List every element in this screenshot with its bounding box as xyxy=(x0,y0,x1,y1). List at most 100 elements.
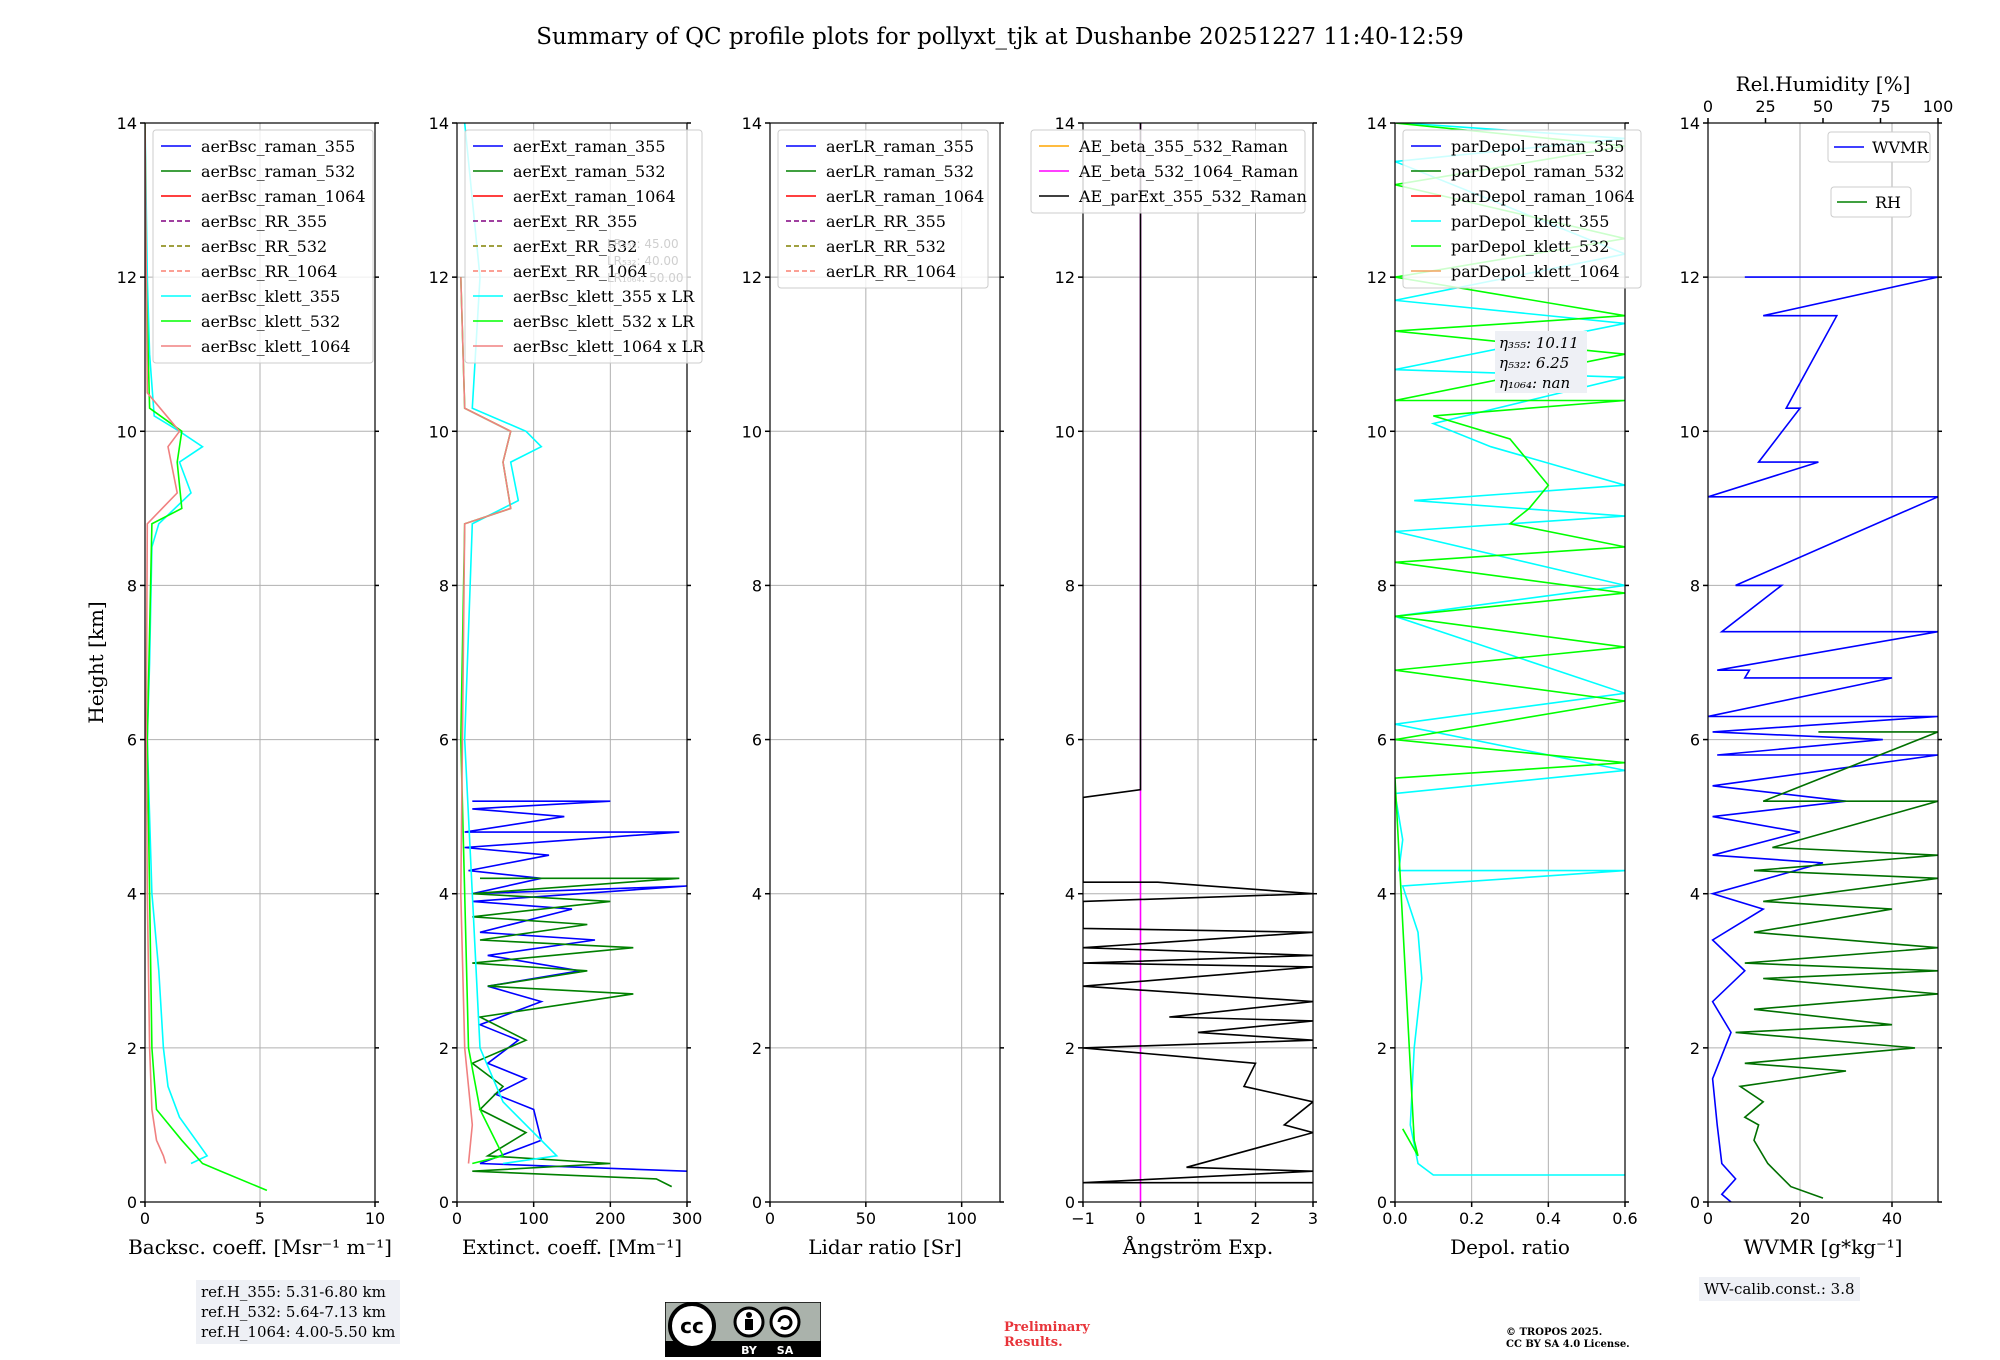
preliminary-results-note: Preliminary Results. xyxy=(1004,1320,1090,1350)
eta-label: η₁₀₆₄: nan xyxy=(1499,374,1570,392)
y-tick-label: 4 xyxy=(1690,885,1700,904)
legend-label: aerLR_RR_532 xyxy=(826,237,946,256)
reference-height-box: ref.H_355: 5.31-6.80 km ref.H_532: 5.64-… xyxy=(196,1280,401,1344)
x-tick-label: 2 xyxy=(1250,1209,1260,1228)
series-group xyxy=(145,123,268,1192)
panel-5: 0 2 4 6 8 10 12 14 0.0 0.2 0.4 0.6 Depol. ratio parDe… xyxy=(1367,114,1642,1259)
legend-label: aerExt_RR_532 xyxy=(513,237,637,256)
x-tick-label: 5 xyxy=(255,1209,265,1228)
legend-label: parDepol_raman_355 xyxy=(1451,137,1624,156)
y-tick-label: 12 xyxy=(117,268,137,287)
x2-tick-label: 75 xyxy=(1870,97,1890,116)
y-tick-label: 0 xyxy=(752,1193,762,1212)
legend-label: parDepol_klett_1064 xyxy=(1451,262,1620,281)
x-axis-label: WVMR [g*kg⁻¹] xyxy=(1744,1235,1903,1259)
y-tick-label: 10 xyxy=(429,422,449,441)
x-tick-label: 0 xyxy=(765,1209,775,1228)
legend-label: aerBsc_klett_532 xyxy=(201,312,340,331)
legend-label: aerBsc_klett_355 xyxy=(201,287,340,306)
series-aerBsc_klett_1064 x LR xyxy=(459,277,512,1164)
by-label: BY xyxy=(741,1344,758,1357)
legend-label: parDepol_klett_532 xyxy=(1451,237,1609,256)
x-tick-label: 40 xyxy=(1882,1209,1902,1228)
legend-label: aerBsc_klett_532 x LR xyxy=(513,312,695,331)
x2-tick-label: 25 xyxy=(1755,97,1775,116)
y-tick-label: 0 xyxy=(1065,1193,1075,1212)
y-tick-label: 12 xyxy=(1055,268,1075,287)
y-tick-label: 10 xyxy=(1680,422,1700,441)
y-tick-label: 14 xyxy=(1367,114,1387,133)
x-axis-label: Depol. ratio xyxy=(1450,1235,1570,1259)
y-tick-label: 14 xyxy=(1055,114,1075,133)
x-axis-label: Extinct. coeff. [Mm⁻¹] xyxy=(462,1235,682,1259)
x-tick-label: 100 xyxy=(946,1209,977,1228)
series-parDepol_klett_355 xyxy=(1395,123,1625,1176)
legend-label: aerExt_raman_355 xyxy=(513,137,666,156)
y-tick-label: 0 xyxy=(1377,1193,1387,1212)
legend-label: aerBsc_RR_355 xyxy=(201,212,327,231)
series-aerBsc_klett_532 xyxy=(145,123,268,1192)
y-tick-label: 8 xyxy=(1065,576,1075,595)
y-tick-label: 8 xyxy=(1377,576,1387,595)
legend-label: aerBsc_klett_1064 x LR xyxy=(513,337,705,356)
y-tick-label: 10 xyxy=(1367,422,1387,441)
legend-label: aerLR_RR_1064 xyxy=(826,262,956,281)
lidar-ratio-note: LR₃₅₅: 45.00 xyxy=(607,237,679,251)
x-tick-label: 0.2 xyxy=(1459,1209,1484,1228)
x-tick-label: 50 xyxy=(856,1209,876,1228)
plot-frame xyxy=(769,122,1001,1203)
x-tick-label: −1 xyxy=(1071,1209,1095,1228)
x2-tick-label: 100 xyxy=(1923,97,1954,116)
series-aerExt_raman_355 xyxy=(464,800,687,1172)
panel-3: 0 2 4 6 8 10 12 14 0 50 100 Lidar ratio [Sr] aerLR_r… xyxy=(742,114,1004,1259)
y-tick-label: 14 xyxy=(117,114,137,133)
legend-label: parDepol_raman_532 xyxy=(1451,162,1624,181)
legend-box xyxy=(1830,186,1912,218)
eta-label: η₃₅₅: 10.11 xyxy=(1499,334,1579,352)
series-WVMR xyxy=(1708,276,1938,1202)
y-tick-label: 12 xyxy=(1367,268,1387,287)
y-tick-label: 6 xyxy=(752,731,762,750)
y-tick-label: 2 xyxy=(1690,1039,1700,1058)
series-group xyxy=(459,123,687,1188)
copyright-line-1: © TROPOS 2025. xyxy=(1506,1327,1603,1338)
y-tick-label: 12 xyxy=(742,268,762,287)
legend-label: aerBsc_RR_532 xyxy=(201,237,327,256)
y-tick-label: 2 xyxy=(1377,1039,1387,1058)
y-tick-label: 6 xyxy=(1690,731,1700,750)
legend-label: AE_beta_532_1064_Raman xyxy=(1078,162,1298,181)
legend-label: aerLR_raman_1064 xyxy=(826,187,984,206)
y-tick-label: 4 xyxy=(439,885,449,904)
y-tick-label: 10 xyxy=(117,422,137,441)
y-tick-label: 8 xyxy=(439,576,449,595)
legend-label: aerBsc_raman_1064 xyxy=(201,187,366,206)
legend-label: aerBsc_klett_355 x LR xyxy=(513,287,695,306)
ref-height-532: ref.H_532: 5.64-7.13 km xyxy=(201,1303,386,1321)
legend-label: AE_parExt_355_532_Raman xyxy=(1078,187,1307,206)
eta-label: η₅₃₂: 6.25 xyxy=(1499,354,1569,372)
legend-label: aerBsc_RR_1064 xyxy=(201,262,337,281)
x-axis-label: Lidar ratio [Sr] xyxy=(808,1235,962,1259)
x-tick-label: 300 xyxy=(672,1209,703,1228)
cc-circle-icon xyxy=(668,1302,716,1350)
y-tick-label: 0 xyxy=(439,1193,449,1212)
series-aerExt_raman_532 xyxy=(470,877,680,1188)
legend-box xyxy=(1827,131,1931,163)
x2-axis-label: Rel.Humidity [%] xyxy=(1736,72,1911,96)
legend-box xyxy=(464,129,703,364)
legend-label: aerBsc_raman_355 xyxy=(201,137,355,156)
y-tick-label: 6 xyxy=(1377,731,1387,750)
series-parDepol_klett_532 xyxy=(1395,123,1625,1157)
y-tick-label: 6 xyxy=(439,731,449,750)
series-group xyxy=(1083,123,1313,1202)
x-tick-label: 3 xyxy=(1308,1209,1318,1228)
y-axis-label: Height [km] xyxy=(84,601,108,723)
legend-box xyxy=(1030,129,1306,214)
copyright-note: © TROPOS 2025. CC BY SA 4.0 License. xyxy=(1506,1327,1630,1351)
preliminary-line-1: Preliminary xyxy=(1004,1320,1090,1335)
y-tick-label: 10 xyxy=(1055,422,1075,441)
y-tick-label: 2 xyxy=(439,1039,449,1058)
copyright-line-2: CC BY SA 4.0 License. xyxy=(1506,1339,1630,1350)
x-tick-label: 0.6 xyxy=(1612,1209,1637,1228)
legend-label: aerExt_RR_1064 xyxy=(513,262,648,281)
